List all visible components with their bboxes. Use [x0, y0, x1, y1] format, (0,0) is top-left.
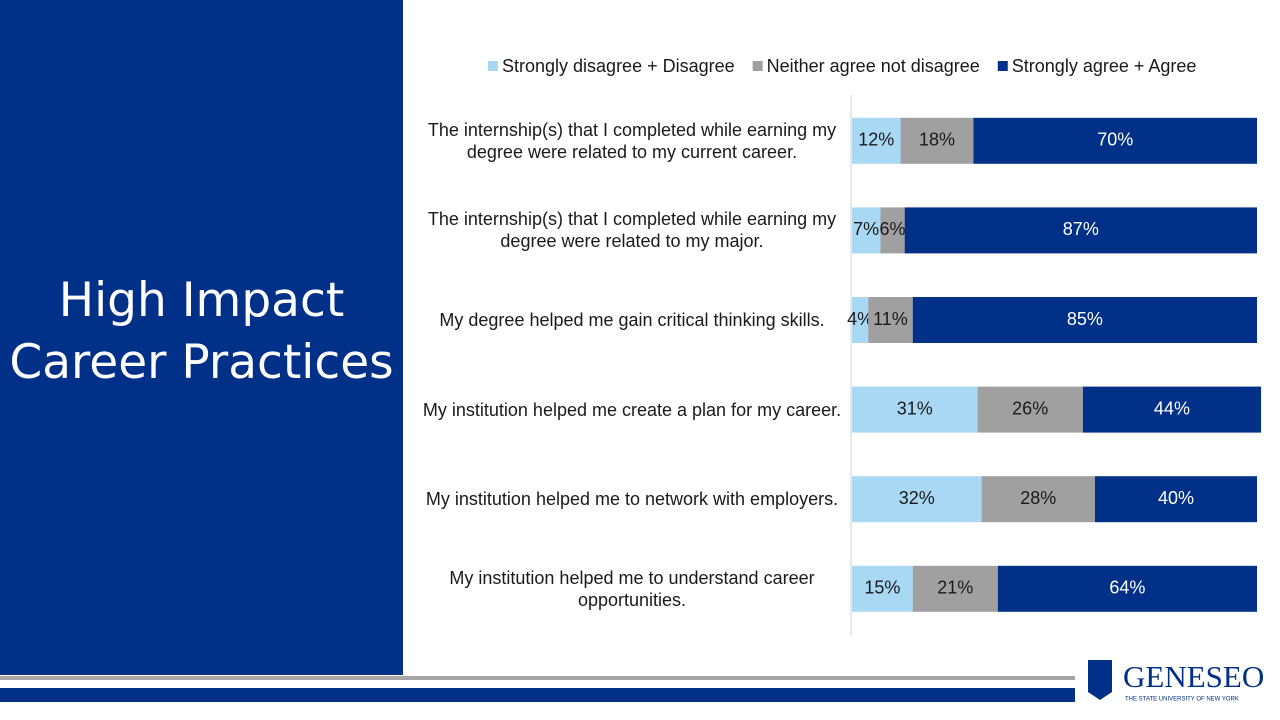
bar-segment	[981, 476, 1095, 523]
legend-swatch	[752, 61, 763, 71]
legend-swatch	[997, 61, 1008, 71]
value-label: 18%	[919, 130, 955, 150]
bar-segment	[997, 565, 1257, 612]
bar-segment	[852, 386, 978, 433]
bar-segment	[852, 207, 881, 254]
title-panel	[0, 0, 403, 675]
value-label: 11%	[873, 309, 908, 329]
category-label: My institution helped me to network with…	[425, 489, 839, 510]
logo: GENESEO THE STATE UNIVERSITY OF NEW YORK	[1088, 659, 1264, 703]
legend-label: Strongly agree + Agree	[1012, 56, 1197, 76]
category-label: My institution helped me create a plan f…	[422, 399, 842, 420]
category-label: The internship(s) that I completed while…	[427, 209, 837, 252]
category-label: My institution helped me to understand c…	[449, 567, 815, 610]
category-label: My degree helped me gain critical thinki…	[439, 310, 825, 330]
value-label: 40%	[1158, 488, 1194, 508]
value-label: 64%	[1109, 578, 1145, 598]
value-label: 32%	[899, 488, 935, 508]
bar-segment	[912, 565, 998, 612]
bar-segment	[912, 297, 1257, 343]
bar-segment	[852, 565, 913, 612]
value-label: 26%	[1012, 398, 1048, 418]
value-label: 15%	[864, 578, 900, 598]
bar-segment	[880, 207, 905, 254]
bar-segment	[977, 386, 1083, 433]
bar-segment	[900, 117, 974, 164]
logo-icon	[1088, 660, 1112, 700]
bar-segment	[852, 476, 982, 523]
value-label: 4%	[847, 309, 873, 329]
value-label: 12%	[858, 130, 894, 150]
value-label: 7%	[853, 219, 879, 239]
legend-label: Strongly disagree + Disagree	[502, 56, 735, 76]
value-label: 28%	[1020, 488, 1056, 508]
legend-swatch	[488, 61, 498, 71]
value-label: 70%	[1097, 130, 1133, 150]
bar-segment	[868, 297, 913, 343]
logo-name: GENESEO	[1123, 659, 1264, 694]
bar-segment	[852, 297, 869, 343]
stripe	[0, 688, 1075, 702]
stripe	[0, 676, 1075, 680]
category-label: The internship(s) that I completed while…	[427, 119, 837, 162]
legend-label: Neither agree not disagree	[767, 56, 980, 76]
value-label: 44%	[1154, 398, 1190, 418]
bar-segment	[1095, 476, 1257, 523]
logo-tagline: THE STATE UNIVERSITY OF NEW YORK	[1125, 697, 1239, 703]
value-label: 21%	[937, 578, 973, 598]
bar-segment	[973, 117, 1257, 164]
value-label: 87%	[1063, 219, 1099, 239]
slide-title: High Impact Career Practices	[9, 273, 394, 390]
value-label: 6%	[879, 219, 905, 239]
bar-segment	[904, 207, 1257, 254]
value-label: 31%	[897, 398, 933, 418]
bar-segment	[1082, 386, 1262, 433]
value-label: 85%	[1067, 309, 1103, 329]
bar-segment	[852, 117, 901, 164]
